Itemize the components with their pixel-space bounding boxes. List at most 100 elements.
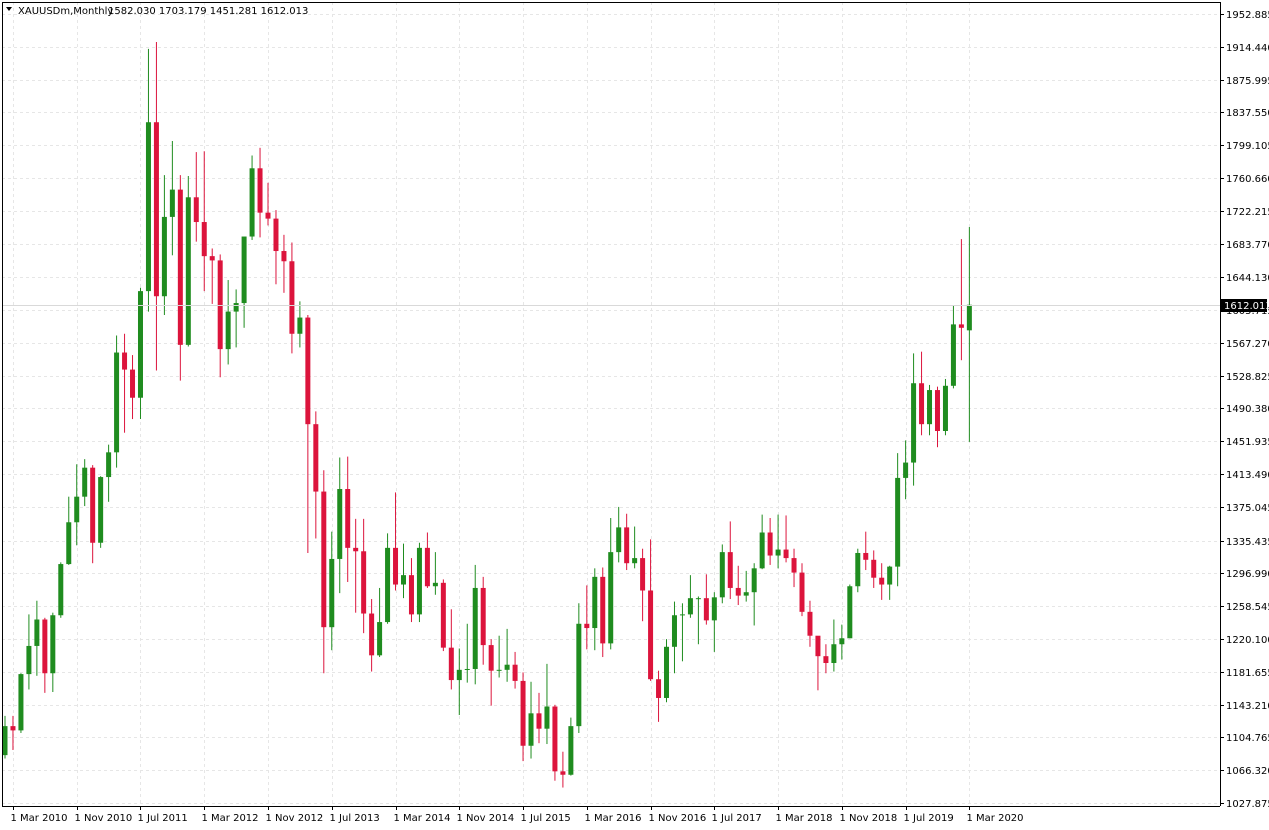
candle-body: [735, 587, 741, 596]
candle: [122, 333, 128, 433]
candle-body: [217, 260, 223, 350]
candle-body: [927, 390, 933, 425]
candle: [616, 506, 622, 563]
candle-body: [130, 369, 136, 398]
candle-body: [791, 558, 797, 573]
candle: [225, 280, 231, 365]
x-tick-label: 1 Mar 2012: [202, 813, 259, 824]
candle: [106, 444, 112, 502]
candle-body: [711, 597, 717, 621]
candle: [249, 155, 255, 240]
candle-body: [432, 582, 438, 587]
candle-body: [719, 552, 725, 598]
candle: [927, 384, 933, 436]
x-tick-label: 1 Mar 2010: [11, 813, 68, 824]
candle-body: [98, 477, 104, 543]
candle-body: [608, 552, 614, 644]
candle-body: [305, 317, 311, 425]
y-tick-label: 1335.435: [1226, 537, 1269, 548]
candle: [289, 242, 295, 354]
x-tick-label: 1 Nov 2016: [649, 813, 707, 824]
x-axis-labels: 1 Mar 2010 1 Nov 2010 1 Jul 2011 1 Mar 2012…: [11, 806, 1024, 824]
candle-body: [385, 547, 391, 623]
candle: [42, 617, 48, 693]
current-price-tag-label: 1612.013: [1224, 301, 1269, 312]
candle: [504, 628, 510, 682]
candle-body: [512, 664, 518, 681]
candle-body: [815, 635, 821, 657]
candle: [416, 542, 422, 623]
candle-body: [408, 575, 414, 615]
candle-body: [393, 547, 399, 585]
candle: [871, 550, 877, 588]
candle-body: [424, 547, 430, 587]
x-tick-label: 1 Mar 2020: [967, 813, 1024, 824]
x-tick-label: 1 Jul 2017: [712, 813, 762, 824]
candle: [528, 681, 534, 759]
candle: [305, 314, 311, 553]
candle-body: [34, 619, 40, 646]
candle: [911, 353, 917, 486]
candle: [265, 182, 271, 226]
y-tick-label: 1528.825: [1226, 372, 1269, 383]
candle: [815, 635, 821, 691]
collapse-arrow-icon[interactable]: [6, 7, 12, 11]
candle: [520, 672, 526, 762]
candle-body: [496, 669, 502, 671]
candle: [408, 558, 414, 623]
candle-body: [903, 462, 909, 478]
candle-body: [934, 390, 940, 432]
candle: [664, 639, 670, 703]
candle: [50, 612, 56, 693]
candle: [34, 600, 40, 676]
candle-body: [114, 352, 120, 453]
candle-body: [664, 646, 670, 698]
candle: [233, 289, 239, 348]
candle-body: [209, 256, 215, 261]
candle-body: [313, 424, 319, 492]
candle: [345, 456, 351, 582]
candle-body: [82, 467, 88, 497]
candle-body: [257, 168, 263, 213]
candle: [424, 532, 430, 588]
y-tick-label: 1413.490: [1226, 470, 1269, 481]
candle: [807, 600, 813, 647]
candle-body: [544, 706, 550, 729]
candle: [313, 411, 319, 539]
candle: [751, 563, 757, 626]
candle-body: [281, 251, 287, 262]
candle: [448, 609, 454, 690]
candle: [82, 459, 88, 507]
candle: [464, 623, 470, 683]
candle: [727, 521, 733, 600]
candle: [217, 254, 223, 378]
candle-body: [703, 598, 709, 621]
candle-body: [958, 324, 964, 328]
candle: [831, 619, 837, 672]
x-tick-label: 1 Mar 2016: [585, 813, 642, 824]
candle: [887, 565, 893, 600]
candle: [98, 476, 104, 548]
candle-body: [416, 547, 422, 615]
candle-body: [353, 547, 359, 552]
ohlc-values: 1582.030 1703.179 1451.281 1612.013: [108, 6, 308, 17]
candle: [377, 587, 383, 658]
candle: [432, 552, 438, 595]
candle: [823, 644, 829, 674]
candle: [552, 704, 558, 781]
candle-body: [10, 726, 16, 731]
candle: [369, 599, 375, 672]
candle: [783, 515, 789, 563]
y-tick-label: 1143.210: [1226, 701, 1269, 712]
y-tick-label: 1799.105: [1226, 141, 1269, 152]
candle-body: [401, 575, 406, 585]
candle: [114, 335, 120, 468]
candle: [58, 562, 64, 618]
y-tick-label: 1220.100: [1226, 635, 1269, 646]
candle: [241, 236, 247, 328]
x-tick-label: 1 Mar 2014: [394, 813, 451, 824]
x-tick-label: 1 Mar 2018: [776, 813, 833, 824]
candle-body: [249, 168, 255, 237]
